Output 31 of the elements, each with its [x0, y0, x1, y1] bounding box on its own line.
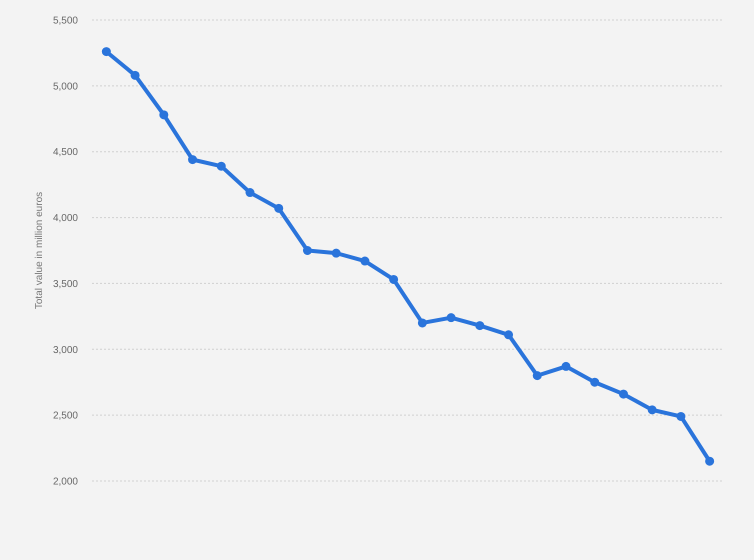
y-tick-label: 2,500: [52, 410, 78, 422]
point: [418, 318, 427, 328]
point: [618, 390, 628, 399]
y-tick-label: 5,500: [52, 16, 78, 26]
point: [475, 321, 484, 330]
point: [676, 412, 686, 421]
y-tick-label: 3,500: [52, 278, 78, 290]
y-axis-title: Total value in million euros: [34, 192, 45, 310]
point: [274, 204, 284, 213]
point: [159, 110, 168, 120]
point: [102, 47, 111, 56]
point: [302, 246, 312, 255]
point: [389, 274, 398, 284]
y-tick-label: 4,500: [52, 147, 78, 158]
point: [590, 378, 600, 387]
y-tick-label: 2,000: [52, 476, 78, 488]
y-tick-label: 4,000: [52, 213, 78, 224]
point: [360, 256, 370, 266]
point: [705, 456, 714, 466]
y-tick-label: 3,000: [52, 344, 78, 356]
point: [216, 162, 226, 171]
point: [246, 188, 254, 198]
point: [188, 155, 198, 164]
y-tick-label: 5,000: [52, 81, 78, 92]
point: [562, 362, 570, 371]
point: [332, 248, 341, 258]
point: [130, 70, 140, 80]
point: [446, 313, 456, 322]
point: [532, 371, 542, 380]
point: [648, 405, 657, 414]
point: [504, 330, 514, 340]
